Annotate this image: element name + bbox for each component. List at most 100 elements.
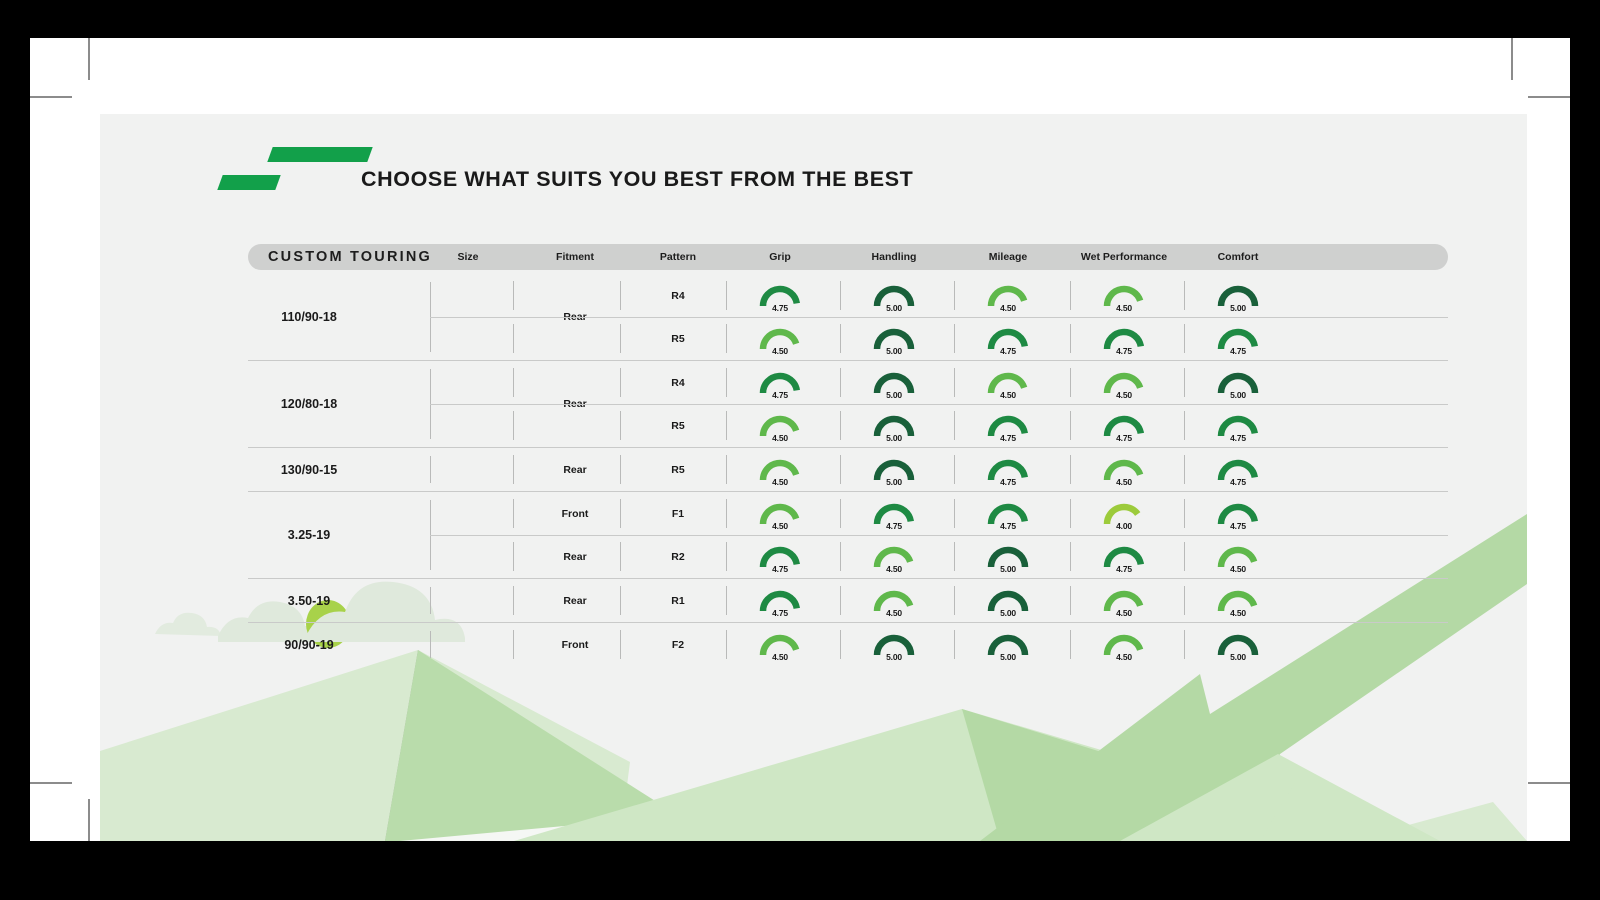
gauge-grip: 4.75 bbox=[754, 279, 806, 313]
cell-pattern: R4 bbox=[671, 289, 685, 302]
gauge-value: 4.50 bbox=[772, 520, 788, 531]
table-group: 3.50-19 Rear R1 4.75 4.50 5.00 4.50 4.50 bbox=[248, 579, 1448, 623]
gauge-handling: 5.00 bbox=[868, 453, 920, 487]
column-divider bbox=[513, 455, 515, 484]
column-header-size: Size bbox=[457, 251, 479, 263]
cell-size: 120/80-18 bbox=[280, 397, 338, 411]
column-header-grip: Grip bbox=[769, 251, 791, 263]
column-divider bbox=[954, 499, 956, 528]
gauge-wet-performance: 4.50 bbox=[1098, 453, 1150, 487]
column-divider bbox=[1184, 542, 1186, 571]
column-divider bbox=[513, 281, 515, 310]
column-divider bbox=[620, 411, 622, 440]
column-divider bbox=[1070, 281, 1072, 310]
table-row[interactable]: R1 4.75 4.50 5.00 4.50 4.50 bbox=[248, 579, 1448, 622]
gauge-grip: 4.50 bbox=[754, 409, 806, 443]
column-divider bbox=[1070, 630, 1072, 659]
column-divider bbox=[954, 368, 956, 397]
cell-pattern: F2 bbox=[671, 638, 685, 651]
mountain-far-left bbox=[100, 650, 630, 841]
table-row[interactable]: F2 4.50 5.00 5.00 4.50 5.00 bbox=[248, 623, 1448, 666]
table-row[interactable]: R5 4.50 5.00 4.75 4.75 4.75 bbox=[248, 404, 1448, 447]
table-header-row: CUSTOM TOURING Size Fitment Pattern Grip… bbox=[248, 244, 1448, 270]
column-divider bbox=[726, 324, 728, 353]
column-divider bbox=[954, 281, 956, 310]
gauge-value: 4.75 bbox=[1000, 345, 1016, 356]
gauge-value: 5.00 bbox=[1230, 389, 1246, 400]
column-divider bbox=[1070, 499, 1072, 528]
gauge-grip: 4.50 bbox=[754, 322, 806, 356]
table-row[interactable]: Rear R2 4.75 4.50 5.00 4.75 4.50 bbox=[248, 535, 1448, 578]
gauge-comfort: 4.75 bbox=[1212, 497, 1264, 531]
cell-fitment: Front bbox=[561, 638, 589, 651]
column-divider bbox=[954, 411, 956, 440]
gauge-comfort: 4.50 bbox=[1212, 584, 1264, 618]
table-row[interactable]: R4 4.75 5.00 4.50 4.50 5.00 bbox=[248, 361, 1448, 404]
cell-fitment: Front bbox=[561, 507, 589, 520]
gauge-wet-performance: 4.50 bbox=[1098, 584, 1150, 618]
column-divider bbox=[726, 281, 728, 310]
gauge-value: 4.50 bbox=[1116, 651, 1132, 662]
column-divider bbox=[726, 630, 728, 659]
gauge-mileage: 4.50 bbox=[982, 366, 1034, 400]
column-divider bbox=[954, 455, 956, 484]
column-divider bbox=[620, 455, 622, 484]
column-divider bbox=[1184, 411, 1186, 440]
column-divider bbox=[620, 324, 622, 353]
table-row[interactable]: R5 4.50 5.00 4.75 4.75 4.75 bbox=[248, 317, 1448, 360]
column-divider bbox=[726, 455, 728, 484]
table-group: 90/90-19 Front F2 4.50 5.00 5.00 4.50 5.00 bbox=[248, 623, 1448, 666]
gauge-wet-performance: 4.50 bbox=[1098, 628, 1150, 662]
gauge-mileage: 5.00 bbox=[982, 540, 1034, 574]
mountain-grey-shadow bbox=[385, 650, 530, 841]
column-divider bbox=[840, 324, 842, 353]
gauge-handling: 5.00 bbox=[868, 409, 920, 443]
table-row[interactable]: R5 4.50 5.00 4.75 4.50 4.75 bbox=[248, 448, 1448, 491]
page-title: CHOOSE WHAT SUITS YOU BEST FROM THE BEST bbox=[361, 167, 914, 191]
column-divider bbox=[954, 324, 956, 353]
column-divider bbox=[954, 542, 956, 571]
column-divider bbox=[620, 630, 622, 659]
gauge-value: 4.75 bbox=[772, 302, 788, 313]
column-divider bbox=[1184, 586, 1186, 615]
crop-mark-top-left-h bbox=[30, 96, 72, 98]
gauge-value: 4.75 bbox=[1230, 520, 1246, 531]
gauge-value: 4.50 bbox=[1116, 389, 1132, 400]
column-divider bbox=[840, 368, 842, 397]
gauge-value: 4.00 bbox=[1116, 520, 1132, 531]
column-divider bbox=[620, 281, 622, 310]
column-divider bbox=[620, 499, 622, 528]
mountain-main-peak bbox=[514, 709, 1410, 841]
table-group: 120/80-18 Rear R4 4.75 5.00 4.50 4.50 5.00 R5 4.5… bbox=[248, 361, 1448, 448]
column-divider bbox=[620, 586, 622, 615]
column-divider bbox=[1184, 281, 1186, 310]
column-divider bbox=[840, 499, 842, 528]
gauge-value: 4.50 bbox=[1116, 607, 1132, 618]
gauge-handling: 5.00 bbox=[868, 279, 920, 313]
gauge-value: 4.50 bbox=[886, 607, 902, 618]
gauge-value: 4.75 bbox=[772, 389, 788, 400]
gauge-handling: 5.00 bbox=[868, 366, 920, 400]
road-streak-lower bbox=[530, 782, 1100, 841]
gauge-grip: 4.75 bbox=[754, 540, 806, 574]
column-divider bbox=[1184, 455, 1186, 484]
column-divider bbox=[840, 281, 842, 310]
mountain-right-mid bbox=[1120, 754, 1440, 841]
gauge-value: 4.50 bbox=[1116, 476, 1132, 487]
table-body: 110/90-18 Rear R4 4.75 5.00 4.50 4.50 5.00 R5 4.5… bbox=[248, 274, 1448, 666]
column-divider-size bbox=[430, 456, 432, 483]
column-divider bbox=[726, 542, 728, 571]
gauge-value: 5.00 bbox=[1000, 607, 1016, 618]
gauge-handling: 5.00 bbox=[868, 322, 920, 356]
table-row[interactable]: Front F1 4.50 4.75 4.75 4.00 4.75 bbox=[248, 492, 1448, 535]
gauge-mileage: 5.00 bbox=[982, 584, 1034, 618]
table-row[interactable]: R4 4.75 5.00 4.50 4.50 5.00 bbox=[248, 274, 1448, 317]
cell-pattern: R5 bbox=[671, 463, 685, 476]
column-divider bbox=[1184, 368, 1186, 397]
logo-bar-upper bbox=[267, 147, 373, 162]
gauge-handling: 4.50 bbox=[868, 540, 920, 574]
cell-size: 3.25-19 bbox=[287, 528, 331, 542]
brand-slash-logo-icon bbox=[215, 142, 373, 194]
gauge-wet-performance: 4.75 bbox=[1098, 540, 1150, 574]
